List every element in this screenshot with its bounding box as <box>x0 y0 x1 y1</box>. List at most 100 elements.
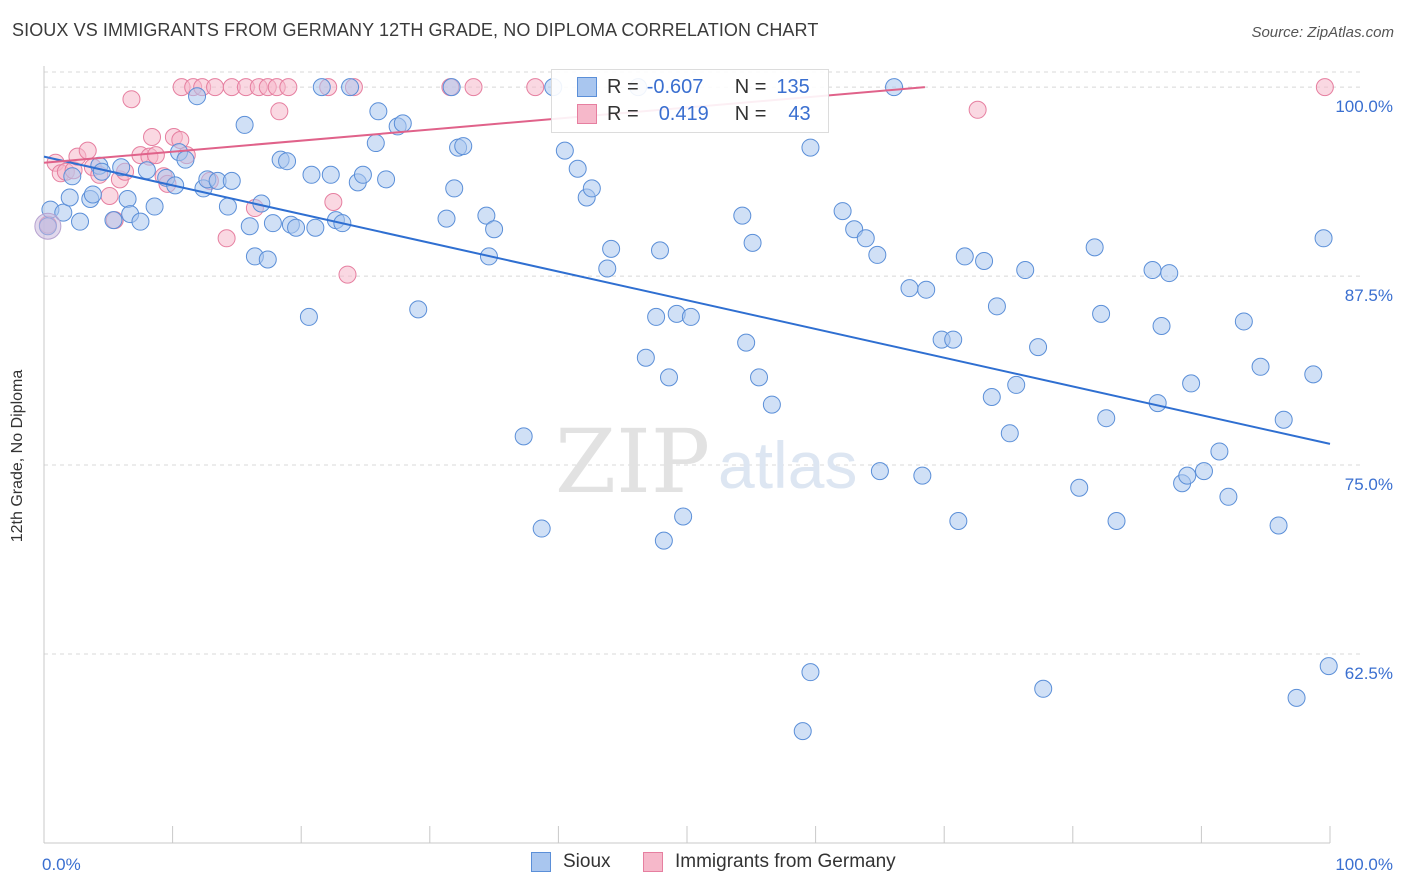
data-point <box>944 330 963 349</box>
data-point <box>131 212 150 231</box>
data-point <box>1029 338 1048 357</box>
y-tick-label: 75.0% <box>1345 475 1393 494</box>
legend-r-label: R = <box>607 102 639 125</box>
data-point <box>369 102 388 121</box>
data-point <box>1194 462 1213 481</box>
data-point <box>793 722 812 741</box>
data-point <box>299 307 318 326</box>
data-point <box>442 78 461 97</box>
data-point <box>968 100 987 119</box>
data-point <box>302 165 321 184</box>
data-point <box>750 368 769 387</box>
data-point <box>1219 487 1238 506</box>
legend-n-value: 135 <box>776 75 810 98</box>
data-point <box>188 87 207 106</box>
data-point <box>485 220 504 239</box>
data-point <box>987 297 1006 316</box>
data-point <box>1319 657 1338 676</box>
watermark-atlas: atlas <box>718 428 857 502</box>
data-point <box>437 209 456 228</box>
data-point <box>1160 264 1179 283</box>
x-tick-label: 100.0% <box>1335 855 1393 874</box>
data-point <box>801 138 820 157</box>
data-point <box>1269 516 1288 535</box>
data-point <box>1034 679 1053 698</box>
data-point <box>636 348 655 367</box>
data-point <box>222 171 241 190</box>
data-point <box>949 511 968 530</box>
data-point <box>477 206 496 225</box>
data-point <box>582 179 601 198</box>
data-point <box>445 179 464 198</box>
data-point <box>258 250 277 269</box>
data-point <box>235 115 254 134</box>
data-point <box>1314 229 1333 248</box>
data-point <box>393 114 412 133</box>
bottom-legend-sioux: Sioux <box>531 851 611 873</box>
data-point <box>366 134 385 153</box>
data-point <box>341 78 360 97</box>
data-point <box>1182 374 1201 393</box>
axes <box>43 66 1331 844</box>
data-point <box>122 90 141 109</box>
bottom-legend-label-germany: Immigrants from Germany <box>675 851 896 872</box>
data-point <box>674 507 693 526</box>
legend-row-sioux: R = -0.607 N = 135 <box>552 74 810 100</box>
data-point <box>306 218 325 237</box>
data-point <box>464 78 483 97</box>
data-point <box>321 165 340 184</box>
data-point <box>650 241 669 260</box>
data-point <box>287 218 306 237</box>
data-point <box>1097 409 1116 428</box>
data-point <box>270 102 289 121</box>
legend-n-label: N = <box>734 102 767 125</box>
data-point <box>856 229 875 248</box>
bottom-legend-swatch-sioux <box>531 852 551 872</box>
legend-n-label: N = <box>734 75 767 98</box>
data-point <box>137 161 156 180</box>
data-point <box>982 388 1001 407</box>
data-point <box>1304 365 1323 384</box>
data-point <box>104 211 123 230</box>
data-point <box>1085 238 1104 257</box>
data-point <box>514 427 533 446</box>
bottom-legend-label-sioux: Sioux <box>563 851 611 872</box>
legend-r-value: -0.607 <box>646 75 704 98</box>
data-point <box>1143 261 1162 280</box>
data-point <box>647 307 666 326</box>
data-point <box>143 128 162 147</box>
data-point <box>377 170 396 189</box>
data-point <box>532 519 551 538</box>
legend: R = -0.607 N = 135 R = 0.419 N = 43 <box>551 69 829 133</box>
y-tick-label: 100.0% <box>1335 97 1393 116</box>
data-point <box>83 185 102 204</box>
data-point <box>278 152 297 171</box>
data-point <box>1274 410 1293 429</box>
data-point <box>598 259 617 278</box>
data-point <box>1287 688 1306 707</box>
data-point <box>762 395 781 414</box>
watermark-zip: ZIP <box>555 410 710 513</box>
data-point <box>1178 466 1197 485</box>
data-point <box>917 280 936 299</box>
data-point <box>1016 261 1035 280</box>
legend-row-germany: R = 0.419 N = 43 <box>552 101 811 127</box>
legend-swatch-sioux <box>577 77 597 97</box>
data-point <box>1107 511 1126 530</box>
data-point-large <box>34 212 62 240</box>
data-point <box>100 186 119 205</box>
data-point <box>312 78 331 97</box>
data-point <box>885 78 904 97</box>
data-point <box>60 188 79 207</box>
data-point <box>240 217 259 236</box>
data-point <box>1210 442 1229 461</box>
data-point <box>118 189 137 208</box>
legend-n-value: 43 <box>788 102 811 125</box>
data-point <box>833 202 852 221</box>
trend-line-sioux <box>43 155 1331 445</box>
watermark: ZIP atlas <box>555 410 857 513</box>
data-point <box>218 197 237 216</box>
data-point <box>324 193 343 212</box>
data-point <box>338 265 357 284</box>
source-label: Source: ZipAtlas.com <box>1251 24 1394 41</box>
